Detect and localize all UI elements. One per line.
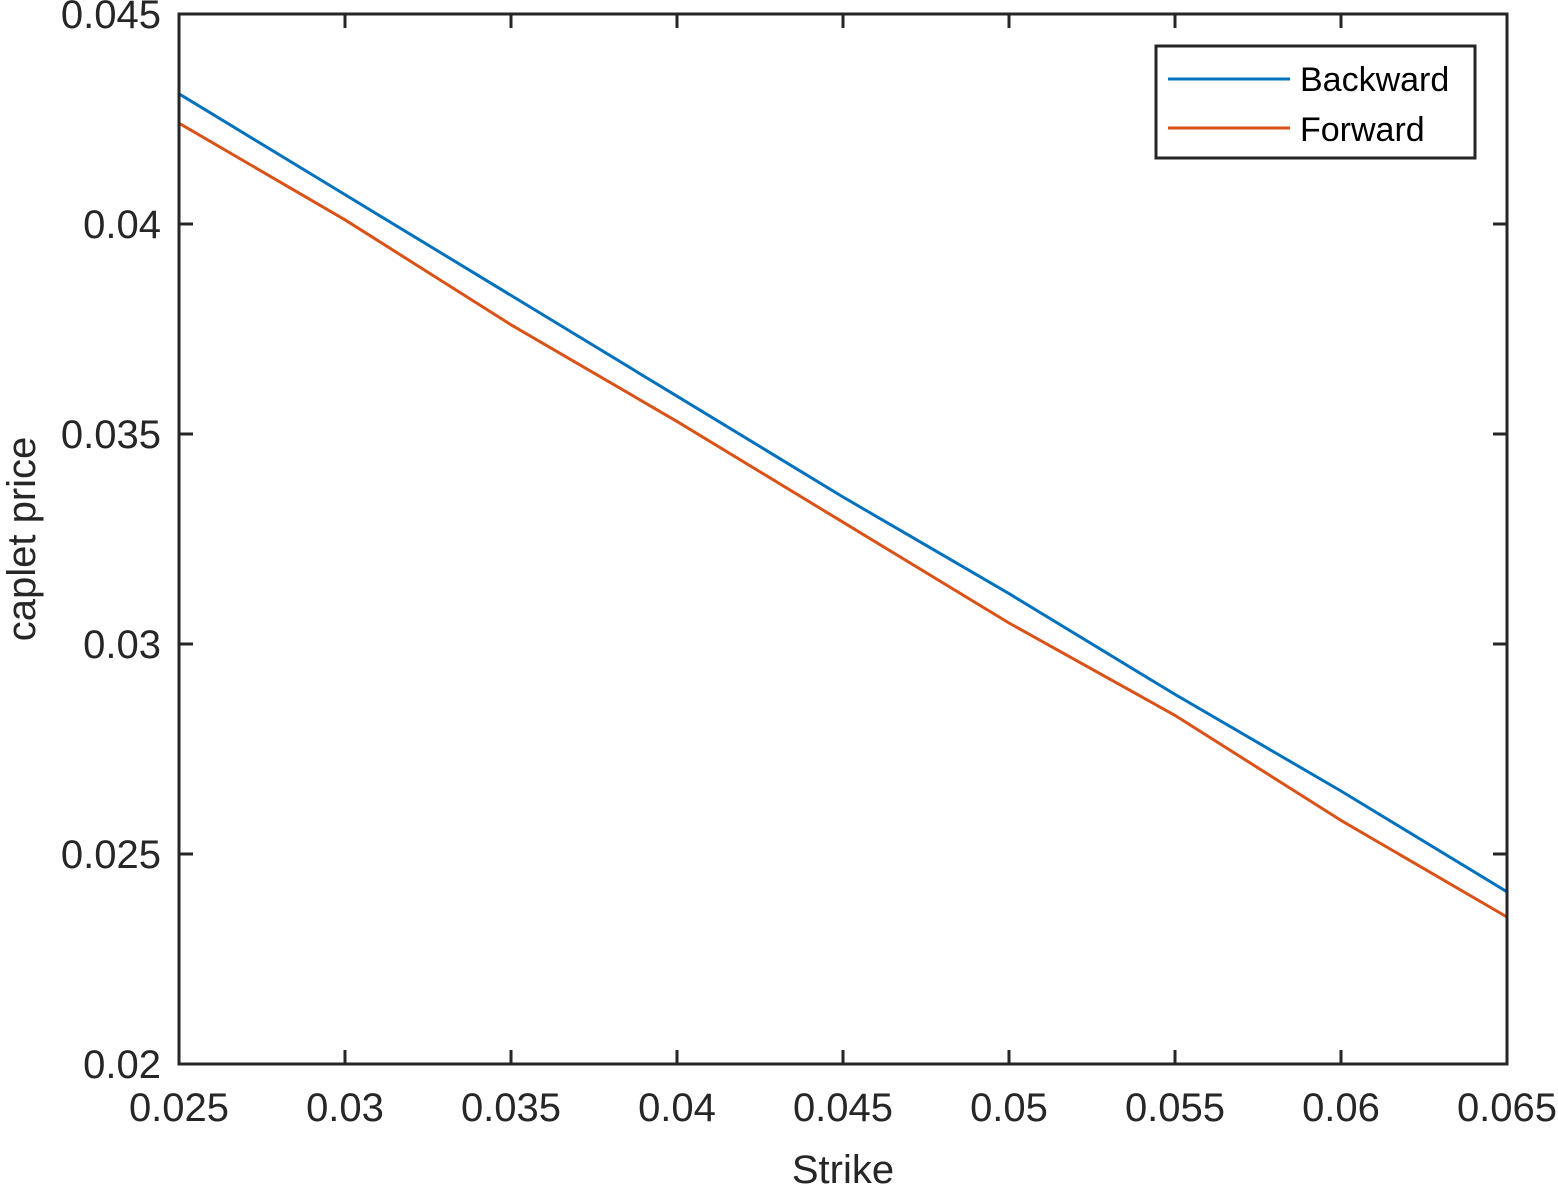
x-tick-label: 0.05 [970, 1086, 1048, 1130]
legend-label-backward: Backward [1300, 61, 1449, 99]
y-tick-label: 0.02 [83, 1043, 161, 1087]
x-tick-label: 0.065 [1457, 1086, 1557, 1130]
plot-background [179, 14, 1507, 1064]
y-tick-label: 0.045 [61, 0, 161, 37]
legend-label-forward: Forward [1300, 111, 1425, 149]
x-axis-title: Strike [792, 1148, 894, 1185]
x-tick-label: 0.045 [793, 1086, 893, 1130]
y-tick-label: 0.03 [83, 623, 161, 667]
series-line-forward [178, 121, 1508, 919]
y-tick-label: 0.035 [61, 413, 161, 457]
y-axis-title: caplet price [0, 437, 44, 642]
legend: Backward Forward [1154, 44, 1477, 160]
y-axis-ticks: 0.02 0.025 0.03 0.035 0.04 0.045 [61, 0, 1507, 1087]
x-tick-label: 0.03 [306, 1086, 384, 1130]
x-tick-label: 0.06 [1302, 1086, 1380, 1130]
series-lines [178, 92, 1508, 919]
x-tick-label: 0.025 [129, 1086, 229, 1130]
series-line-backward [178, 92, 1508, 894]
x-axis-ticks: 0.025 0.03 0.035 0.04 0.045 0.05 0.055 0.06 0.06… [129, 14, 1557, 1130]
x-tick-label: 0.055 [1125, 1086, 1225, 1130]
x-tick-label: 0.035 [461, 1086, 561, 1130]
axes-box [177, 12, 1509, 1066]
x-tick-label: 0.04 [638, 1086, 716, 1130]
legend-box [1154, 44, 1477, 160]
y-tick-label: 0.025 [61, 833, 161, 877]
y-tick-label: 0.04 [83, 203, 161, 247]
